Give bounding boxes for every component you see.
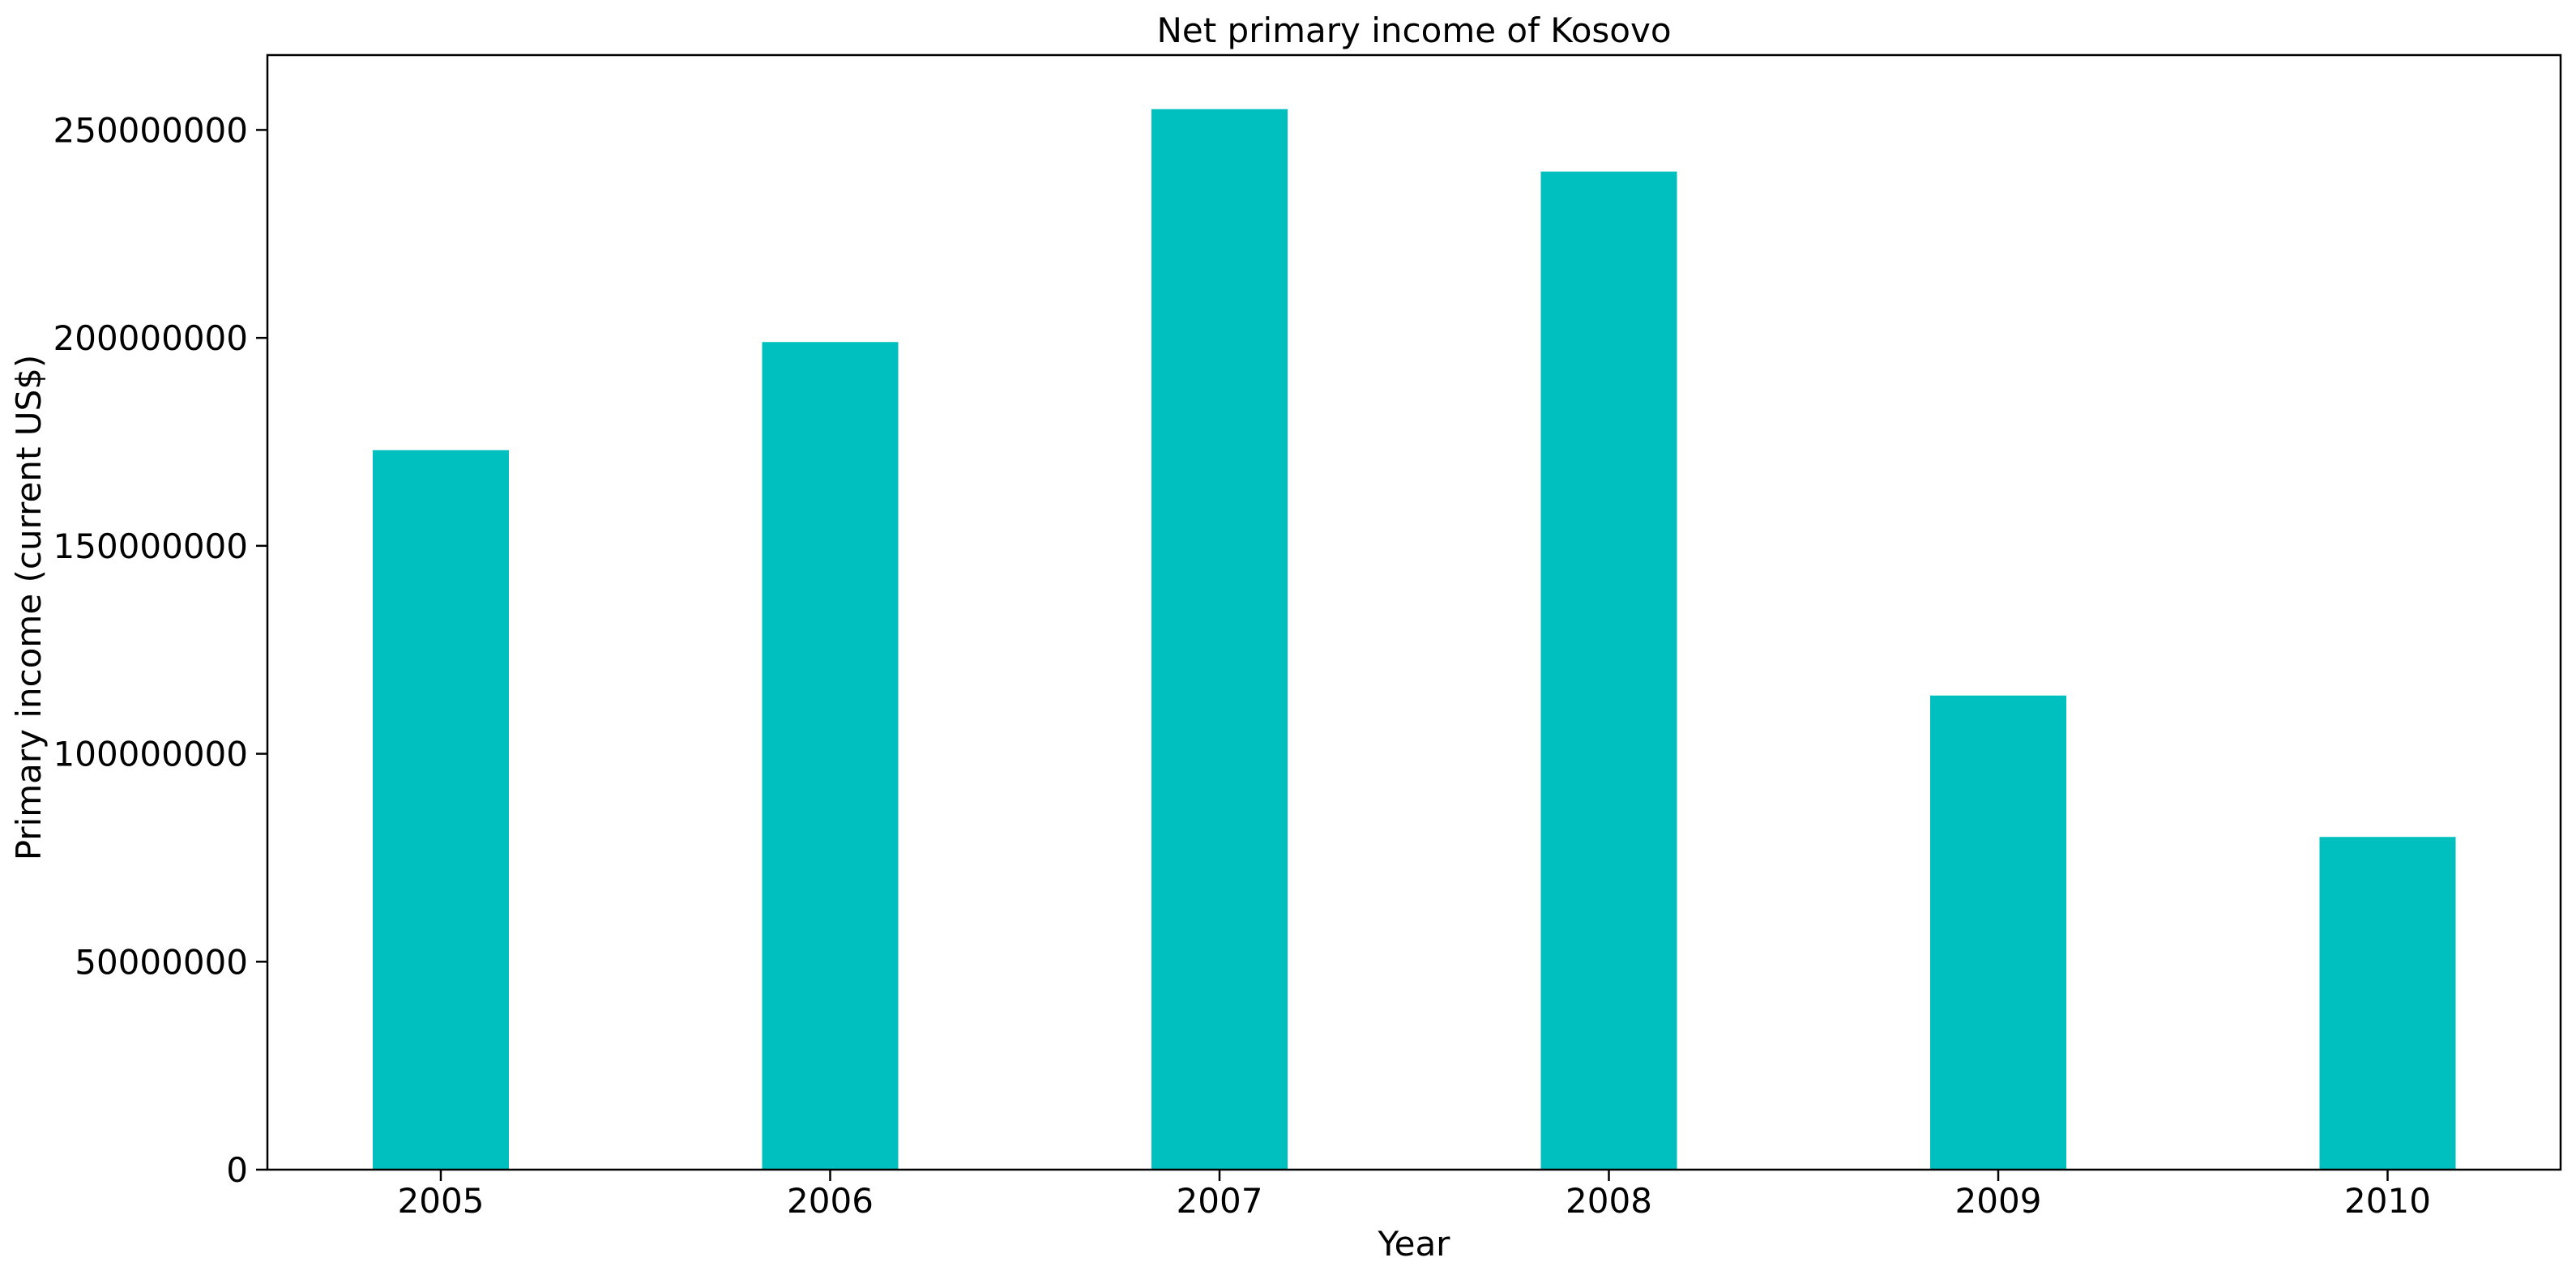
x-tick-label: 2009 [1955, 1181, 2042, 1221]
y-tick-label: 50000000 [75, 942, 248, 982]
x-tick-label: 2007 [1177, 1181, 1263, 1221]
bar-2008 [1540, 171, 1677, 1170]
y-tick-label: 0 [226, 1150, 248, 1190]
x-axis-label: Year [1378, 1224, 1451, 1264]
bar-2007 [1151, 109, 1288, 1170]
bar-2010 [2319, 837, 2456, 1170]
x-tick-label: 2008 [1566, 1181, 1652, 1221]
bar-2009 [1930, 695, 2066, 1170]
x-tick-label: 2005 [398, 1181, 485, 1221]
x-axis: 2005 2006 2007 2008 2009 2010 [398, 1170, 2431, 1221]
y-tick-label: 250000000 [53, 110, 249, 150]
x-tick-label: 2006 [787, 1181, 874, 1221]
plot-frame [266, 53, 2562, 1171]
y-tick-label: 200000000 [53, 318, 249, 358]
y-tick-label: 100000000 [53, 735, 249, 774]
bar-2006 [762, 342, 899, 1170]
y-axis-label: Primary income (current US$) [9, 355, 49, 861]
bar-2005 [373, 450, 509, 1170]
chart-title: Net primary income of Kosovo [1156, 11, 1671, 50]
y-axis: 0 50000000 100000000 150000000 200000000 2500… [53, 110, 267, 1190]
bars-group [373, 109, 2456, 1170]
x-tick-label: 2010 [2344, 1181, 2431, 1221]
y-tick-label: 150000000 [53, 527, 249, 566]
